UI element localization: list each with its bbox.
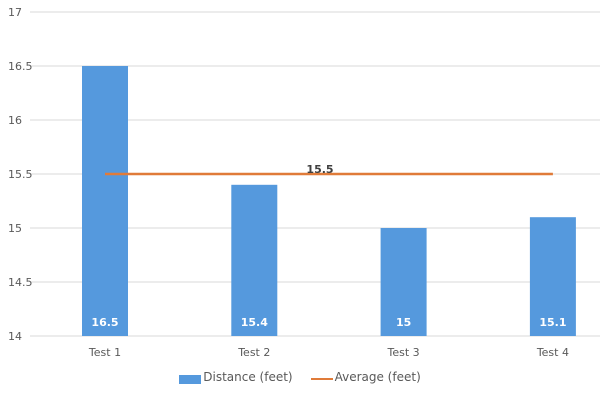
x-category-label: Test 4 <box>536 346 569 359</box>
y-tick-label: 16.5 <box>8 60 33 73</box>
legend: Distance (feet) Average (feet) <box>0 370 600 384</box>
y-tick-label: 15.5 <box>8 168 33 181</box>
legend-line-swatch-icon <box>310 378 333 380</box>
line-series-average: 15.5 <box>105 163 553 176</box>
bar <box>380 228 427 336</box>
legend-label-average: Average (feet) <box>334 370 421 384</box>
bar-data-label: 15.1 <box>539 316 566 329</box>
x-category-label: Test 3 <box>387 346 420 359</box>
bar-data-label: 15 <box>396 316 411 329</box>
y-tick-label: 14 <box>8 330 22 343</box>
bar <box>231 184 278 336</box>
legend-item-distance: Distance (feet) <box>179 370 293 384</box>
bar-data-label: 15.4 <box>241 316 268 329</box>
legend-item-average: Average (feet) <box>310 370 421 384</box>
y-tick-label: 17 <box>8 6 22 19</box>
y-axis-labels: 14 14.5 15 15.5 16 16.5 17 <box>8 6 33 343</box>
y-tick-label: 15 <box>8 222 22 235</box>
x-axis-labels: Test 1 Test 2 Test 3 Test 4 <box>88 346 569 359</box>
x-category-label: Test 1 <box>88 346 121 359</box>
bar <box>529 217 576 336</box>
bar <box>82 66 128 336</box>
legend-bar-swatch-icon <box>179 374 202 384</box>
legend-label-distance: Distance (feet) <box>203 370 293 384</box>
average-data-label: 15.5 <box>306 163 333 176</box>
bar-series-distance: 16.5 15.4 15 15.1 <box>82 66 576 336</box>
bar-data-label: 16.5 <box>91 316 118 329</box>
y-tick-label: 16 <box>8 114 22 127</box>
y-tick-label: 14.5 <box>8 276 33 289</box>
x-category-label: Test 2 <box>237 346 270 359</box>
